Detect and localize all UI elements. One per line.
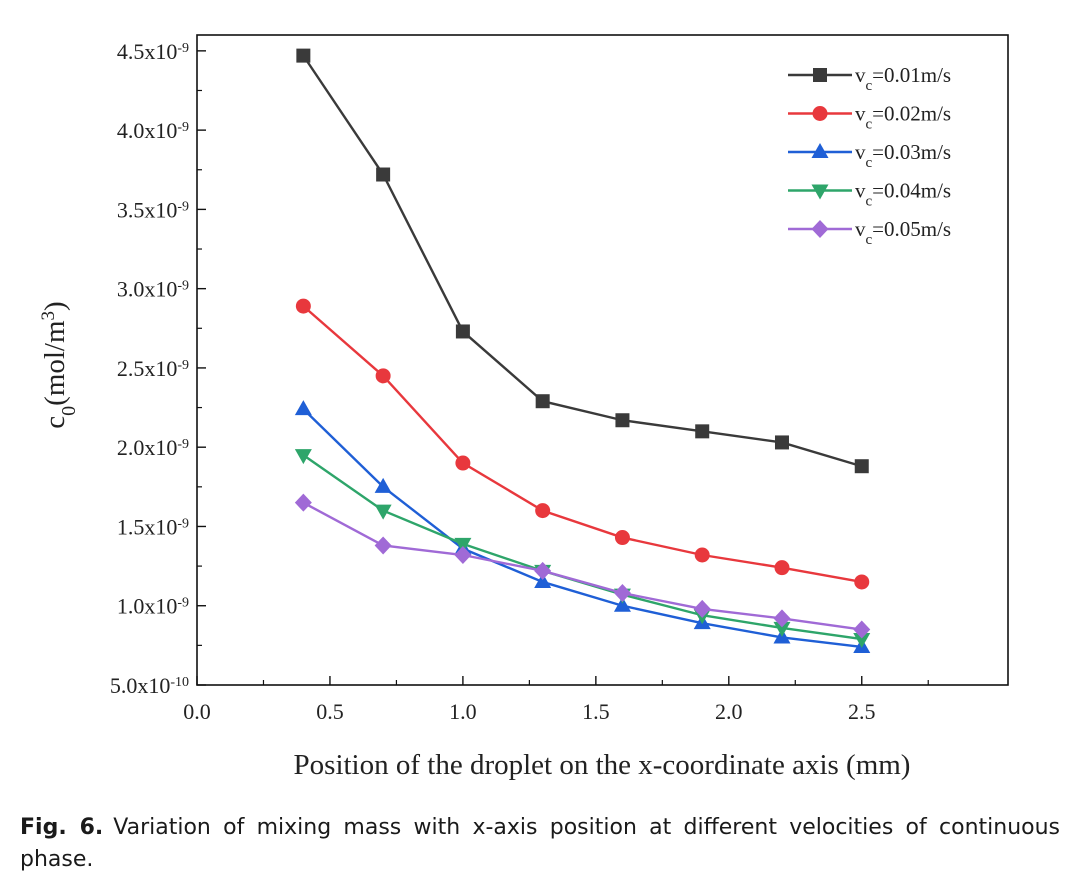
legend-item: vc=0.04m/s	[788, 179, 951, 210]
data-point	[615, 413, 630, 428]
legend-marker	[811, 184, 829, 200]
data-point	[694, 547, 710, 563]
data-point	[854, 574, 870, 590]
data-point	[535, 394, 550, 409]
y-tick-label: 4.5x10-9	[117, 39, 189, 64]
data-point	[613, 596, 631, 612]
data-point	[455, 455, 471, 471]
y-tick-label: 1.0x10-9	[117, 594, 189, 619]
data-point	[853, 633, 871, 649]
data-point	[454, 546, 472, 564]
caption-text: Variation of mixing mass with x-axis pos…	[20, 815, 1060, 872]
y-axis: 5.0x10-10 1.0x10-9 1.5x10-9 2.0x10-9 2.5x10-…	[110, 39, 206, 698]
data-point	[854, 459, 869, 474]
line-chart: 0.0 0.5 1.0 1.5 2.0 2.5 5.0x10-10 1.0x10-9 1.5x…	[38, 34, 1009, 781]
data-point	[455, 324, 470, 339]
data-point	[853, 620, 871, 639]
data-point	[294, 400, 312, 416]
data-point	[294, 493, 312, 512]
data-point	[774, 435, 789, 450]
data-point	[535, 503, 551, 519]
data-point	[374, 504, 392, 520]
x-tick-label: 1.5	[582, 699, 610, 724]
data-point	[773, 621, 791, 637]
data-point	[613, 584, 631, 603]
y-tick-label: 1.5x10-9	[117, 514, 189, 539]
legend-label: vc=0.05m/s	[855, 217, 951, 248]
plot-border	[196, 34, 1009, 686]
series-line	[302, 305, 862, 584]
series-line	[302, 501, 862, 631]
legend-label: vc=0.01m/s	[855, 63, 951, 94]
x-tick-label: 0.0	[183, 699, 211, 724]
legend-label: vc=0.02m/s	[855, 102, 951, 133]
data-point	[374, 477, 392, 493]
series-5	[294, 493, 871, 639]
data-point	[534, 561, 552, 580]
data-point	[774, 560, 790, 576]
plot-frame	[196, 34, 1009, 686]
x-tick-label: 1.0	[449, 699, 477, 724]
y-tick-label: 2.5x10-9	[117, 356, 189, 381]
legend-item: vc=0.01m/s	[788, 63, 951, 94]
x-axis: 0.0 0.5 1.0 1.5 2.0 2.5	[183, 676, 929, 724]
series-layer	[294, 48, 871, 653]
y-axis-title: c0(mol/m3)	[38, 301, 81, 428]
data-point	[374, 536, 392, 555]
y-tick-label: 4.0x10-9	[117, 118, 189, 143]
y-tick-label: 3.5x10-9	[117, 197, 189, 222]
legend-item: vc=0.05m/s	[788, 217, 951, 248]
legend-item: vc=0.02m/s	[788, 102, 951, 133]
y-tick-label: 3.0x10-9	[117, 277, 189, 302]
series-line	[302, 54, 863, 468]
legend-item: vc=0.03m/s	[788, 140, 951, 171]
data-point	[534, 572, 552, 588]
data-point	[695, 424, 710, 439]
x-tick-label: 0.5	[316, 699, 344, 724]
data-point	[296, 48, 311, 63]
data-point	[375, 368, 391, 384]
legend-marker	[812, 106, 828, 121]
legend-marker	[811, 143, 829, 158]
data-point	[773, 609, 791, 628]
legend-marker	[811, 220, 829, 238]
data-point	[454, 537, 472, 553]
figure-caption: Fig. 6. Variation of mixing mass with x-a…	[20, 812, 1060, 876]
legend-label: vc=0.03m/s	[855, 140, 951, 171]
data-point	[693, 599, 711, 618]
x-tick-label: 2.0	[715, 699, 743, 724]
data-point	[294, 449, 312, 465]
series-3	[294, 400, 871, 653]
legend-marker	[813, 68, 827, 82]
data-point	[295, 298, 311, 314]
y-tick-label: 2.0x10-9	[117, 435, 189, 460]
x-axis-title: Position of the droplet on the x-coordin…	[294, 749, 911, 781]
series-1	[296, 48, 869, 474]
figure-label: Fig. 6.	[20, 815, 104, 840]
series-2	[295, 298, 870, 590]
legend: vc=0.01m/s vc=0.02m/s vc=0.03m/s vc=0.04m/s…	[788, 63, 951, 248]
legend-label: vc=0.04m/s	[855, 179, 951, 210]
series-line	[302, 408, 862, 649]
data-point	[376, 167, 391, 182]
data-point	[614, 530, 630, 546]
y-tick-label: 5.0x10-10	[110, 673, 189, 698]
x-tick-label: 2.5	[848, 699, 876, 724]
